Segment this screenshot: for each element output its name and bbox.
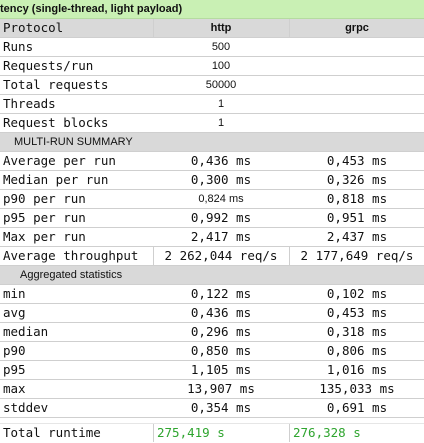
- column-divider: [153, 19, 154, 37]
- row-label: Request blocks: [3, 115, 109, 130]
- http-value: 13,907 ms: [187, 381, 255, 396]
- header-grpc: grpc: [345, 22, 369, 34]
- section-title: Aggregated statistics: [20, 269, 123, 281]
- table-row[interactable]: p95 1,105 ms 1,016 ms: [0, 361, 424, 380]
- total-runtime-row[interactable]: Total runtime 275,419 s 276,328 s: [0, 424, 424, 443]
- section-header-aggregated[interactable]: Aggregated statistics: [0, 266, 424, 285]
- row-label: p90: [3, 343, 26, 358]
- http-value: 0,122 ms: [190, 286, 252, 301]
- header-row[interactable]: Protocol http grpc: [0, 19, 424, 38]
- http-value: 0,436 ms: [190, 153, 252, 168]
- http-value: 0,992 ms: [190, 210, 252, 225]
- row-label: Total runtime: [3, 425, 101, 440]
- table-row[interactable]: stddev 0,354 ms 0,691 ms: [0, 399, 424, 418]
- http-value: 1,105 ms: [190, 362, 252, 377]
- row-label: Average throughput: [3, 248, 139, 263]
- http-runtime-value: 275,419 s: [157, 425, 225, 440]
- grpc-value: 0,453 ms: [326, 153, 388, 168]
- table-row[interactable]: p90 per run 0,824 ms 0,818 ms: [0, 190, 424, 209]
- table-row[interactable]: avg 0,436 ms 0,453 ms: [0, 304, 424, 323]
- http-value: 0,436 ms: [190, 305, 252, 320]
- section-title: MULTI-RUN SUMMARY: [14, 136, 133, 148]
- table-row[interactable]: Median per run 0,300 ms 0,326 ms: [0, 171, 424, 190]
- table-row[interactable]: max 13,907 ms 135,033 ms: [0, 380, 424, 399]
- column-divider: [289, 424, 290, 442]
- http-value: 0,824 ms: [198, 193, 244, 205]
- title-row[interactable]: tency (single-thread, light payload): [0, 0, 424, 19]
- grpc-value: 0,318 ms: [326, 324, 388, 339]
- http-value: 100: [211, 60, 231, 72]
- row-label: stddev: [3, 400, 49, 415]
- http-value: 2,417 ms: [190, 229, 252, 244]
- header-label: Protocol: [3, 20, 64, 35]
- row-label: p95 per run: [3, 210, 86, 225]
- table-row[interactable]: p95 per run 0,992 ms 0,951 ms: [0, 209, 424, 228]
- grpc-runtime-value: 276,328 s: [293, 425, 361, 440]
- grpc-value: 0,691 ms: [326, 400, 388, 415]
- http-value: 50000: [205, 79, 237, 91]
- sheet-title: tency (single-thread, light payload): [0, 3, 183, 15]
- row-label: Threads: [3, 96, 56, 111]
- http-value: 1: [217, 98, 225, 110]
- table-row[interactable]: Request blocks 1: [0, 114, 424, 133]
- row-label: min: [3, 286, 26, 301]
- grpc-value: 2,437 ms: [326, 229, 388, 244]
- grpc-value: 0,102 ms: [326, 286, 388, 301]
- table-row[interactable]: p90 0,850 ms 0,806 ms: [0, 342, 424, 361]
- table-row[interactable]: Average throughput 2 262,044 req/s 2 177…: [0, 247, 424, 266]
- row-label: p95: [3, 362, 26, 377]
- grpc-value: 135,033 ms: [319, 381, 395, 396]
- grpc-value: 1,016 ms: [326, 362, 388, 377]
- table-row[interactable]: median 0,296 ms 0,318 ms: [0, 323, 424, 342]
- column-divider: [289, 247, 290, 265]
- grpc-value: 0,326 ms: [326, 172, 388, 187]
- blank-row: [0, 418, 424, 424]
- row-label: Max per run: [3, 229, 86, 244]
- http-value: 2 262,044 req/s: [164, 248, 278, 263]
- grpc-value: 0,818 ms: [326, 191, 388, 206]
- row-label: Median per run: [3, 172, 109, 187]
- http-value: 0,300 ms: [190, 172, 252, 187]
- grpc-value: 2 177,649 req/s: [300, 248, 414, 263]
- http-value: 1: [217, 117, 225, 129]
- table-row[interactable]: Requests/run 100: [0, 57, 424, 76]
- column-divider: [153, 424, 154, 442]
- grpc-value: 0,951 ms: [326, 210, 388, 225]
- row-label: p90 per run: [3, 191, 86, 206]
- http-value: 0,850 ms: [190, 343, 252, 358]
- column-divider: [289, 19, 290, 37]
- table-row[interactable]: min 0,122 ms 0,102 ms: [0, 285, 424, 304]
- http-value: 500: [211, 41, 231, 53]
- table-row[interactable]: Max per run 2,417 ms 2,437 ms: [0, 228, 424, 247]
- table-row[interactable]: Average per run 0,436 ms 0,453 ms: [0, 152, 424, 171]
- table-row[interactable]: Runs 500: [0, 38, 424, 57]
- row-label: max: [3, 381, 26, 396]
- table-row[interactable]: Threads 1: [0, 95, 424, 114]
- row-label: Average per run: [3, 153, 116, 168]
- http-value: 0,296 ms: [190, 324, 252, 339]
- section-header-multi-run[interactable]: MULTI-RUN SUMMARY: [0, 133, 424, 152]
- grpc-value: 0,453 ms: [326, 305, 388, 320]
- row-label: Requests/run: [3, 58, 94, 73]
- table-row[interactable]: Total requests 50000: [0, 76, 424, 95]
- http-value: 0,354 ms: [190, 400, 252, 415]
- column-divider: [153, 247, 154, 265]
- header-http: http: [210, 22, 232, 34]
- row-label: Total requests: [3, 77, 109, 92]
- row-label: median: [3, 324, 49, 339]
- grpc-value: 0,806 ms: [326, 343, 388, 358]
- row-label: avg: [3, 305, 26, 320]
- row-label: Runs: [3, 39, 34, 54]
